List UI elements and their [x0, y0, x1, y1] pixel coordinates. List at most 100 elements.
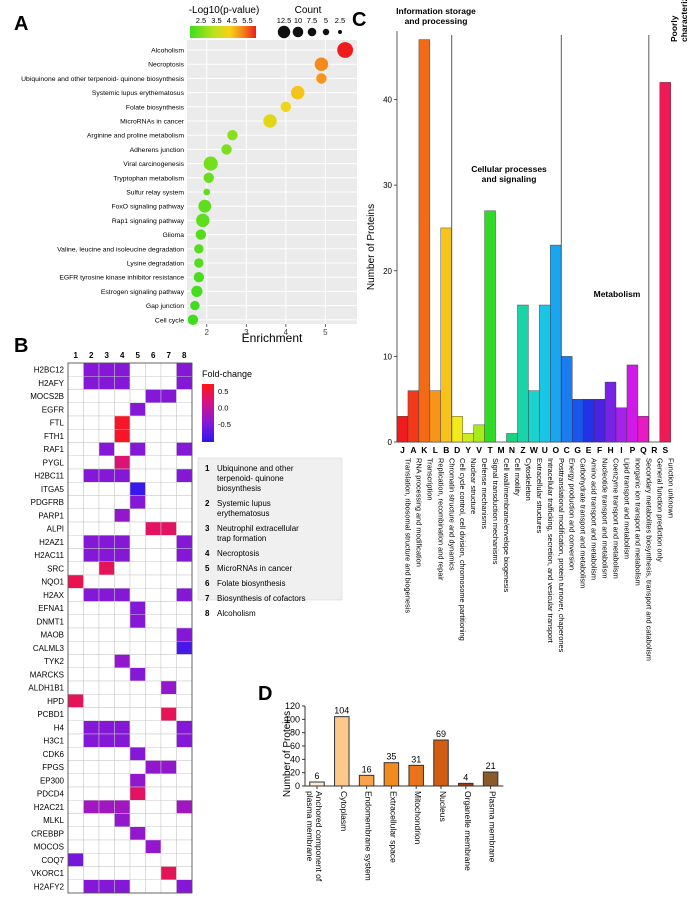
panel-b-cell — [98, 588, 115, 602]
panel-b-cell — [67, 601, 84, 615]
panel-b-cell — [67, 442, 84, 456]
panel-b-gene-label: PARP1 — [38, 511, 64, 520]
panel-b-cell — [98, 402, 115, 417]
panel-b-colorbar-title: Fold-change — [202, 369, 252, 379]
panel-c-category-code: L — [433, 445, 438, 455]
panel-b-cell — [129, 535, 146, 549]
panel-b-cell — [83, 561, 100, 576]
panel-b-cell — [114, 813, 131, 827]
panel-b-gene-label: ALDH1B1 — [28, 684, 64, 693]
panel-d-localization-bar-chart: 0 20 40 60 80 100 120 6 104 16 35 31 69 4 21 Anchored… — [282, 701, 504, 882]
panel-b-cell — [83, 574, 100, 589]
panel-b-gene-label: H2BC12 — [34, 366, 65, 375]
panel-a-point — [196, 213, 210, 228]
panel-a-color-legend-bar — [190, 26, 256, 38]
panel-b-cell — [176, 627, 193, 642]
panel-c-group-label-line2: characterized — [679, 0, 689, 42]
panel-c-bar — [517, 304, 529, 443]
panel-b-cell — [160, 535, 177, 549]
panel-b-cell — [67, 482, 84, 496]
panel-b-pathway-name: Alcoholism — [217, 609, 256, 618]
panel-b-cell — [145, 813, 162, 827]
panel-d-y-tick-label: 80 — [290, 728, 300, 738]
panel-b-cell — [176, 601, 193, 615]
panel-b-cell — [114, 389, 131, 403]
panel-b-pathway-number: 1 — [205, 464, 210, 473]
panel-b-cell — [176, 747, 193, 761]
panel-b-cell — [114, 641, 131, 655]
panel-c-group-label-line1: Cellular processes — [471, 164, 547, 174]
panel-b-cell — [129, 866, 146, 880]
panel-b-cell — [67, 707, 84, 721]
panel-b-cell — [98, 482, 115, 496]
panel-c-bar — [593, 398, 606, 443]
panel-b-cell — [83, 680, 100, 695]
panel-c-category-name: Energy production and conversion — [568, 458, 577, 570]
panel-b-cell — [98, 839, 115, 854]
panel-d-bar — [358, 774, 375, 787]
panel-b-cell — [160, 508, 177, 523]
panel-c-category-name: Carbohydrate transport and metabolism — [579, 458, 588, 588]
panel-b-cell — [67, 614, 84, 629]
panel-c-y-tick-label: 30 — [383, 181, 392, 190]
panel-d-bar — [383, 762, 400, 787]
panel-b-cell — [129, 733, 146, 748]
panel-b-cell — [114, 694, 131, 708]
panel-b-cell — [176, 521, 193, 536]
panel-b-cell — [176, 508, 193, 523]
panel-b-cell — [67, 402, 84, 417]
panel-b-cell — [176, 694, 193, 708]
panel-b-gene-label: COQ7 — [41, 856, 64, 865]
panel-b-cell — [114, 707, 131, 721]
panel-c-group-label-line2: and signaling — [482, 174, 537, 184]
panel-c-bar — [484, 210, 496, 443]
panel-a-term-label: Adherens junction — [130, 147, 185, 154]
panel-b-cell — [176, 773, 193, 788]
panel-b-gene-label: DNMT1 — [36, 617, 64, 626]
panel-b-cell — [160, 667, 177, 682]
panel-d-data-label: 35 — [386, 752, 396, 762]
panel-b-cell — [67, 747, 84, 761]
panel-b-cell — [98, 733, 115, 748]
panel-b-cell — [98, 667, 115, 682]
panel-b-cell — [67, 508, 84, 523]
panel-b-cell — [114, 853, 131, 867]
panel-a-term-label: Estrogen signaling pathway — [101, 289, 185, 296]
panel-b-cell — [160, 720, 177, 735]
panel-b-cell — [83, 826, 100, 841]
panel-b-gene-label: MARCKS — [30, 670, 64, 679]
panel-b-cell — [98, 680, 115, 695]
panel-b-cell — [145, 733, 162, 748]
panel-b-cell — [83, 429, 100, 443]
panel-a-size-legend-tick: 2.5 — [335, 16, 345, 25]
panel-b-gene-label: H2AFY — [38, 379, 64, 388]
panel-c-category-name: Posttranslational modification, protein … — [557, 458, 566, 653]
panel-c-category-name: Defense mechanisms — [480, 458, 489, 529]
panel-a-term-label: Sulfur relay system — [126, 190, 184, 197]
panel-b-cell — [98, 747, 115, 761]
panel-b-cell — [67, 667, 84, 682]
panel-b-cell — [129, 853, 146, 867]
panel-a-term-label: Viral carcinogenesis — [123, 161, 184, 168]
panel-d-category-name-line1: Organelle membrane — [463, 791, 473, 871]
panel-b-column-label: 2 — [89, 351, 94, 360]
panel-b-cell — [145, 879, 162, 894]
panel-b-pathway-legend-box — [197, 457, 343, 601]
panel-b-gene-label: CREBBP — [31, 829, 64, 838]
panel-a-term-label: EGFR tyrosine kinase inhibitor resistanc… — [59, 275, 184, 282]
panel-c-category-code: O — [552, 445, 559, 455]
panel-c-y-tick-label: 10 — [383, 352, 392, 361]
panel-c-bar — [473, 424, 485, 443]
panel-c-category-name: Secondary metabolites biosynthesis, tran… — [644, 458, 653, 661]
panel-c-category-name: Replication, recombination and repair — [436, 458, 445, 581]
panel-b-cell — [98, 786, 115, 801]
panel-c-category-code: K — [421, 445, 428, 455]
panel-d-y-tick-label: 100 — [285, 714, 300, 724]
panel-d-data-label: 31 — [411, 754, 421, 764]
panel-c-category-name: Intracellular trafficking, secretion, an… — [546, 458, 555, 643]
panel-c-group-label-line1: Poorly — [669, 15, 679, 42]
panel-b-cell — [145, 694, 162, 708]
panel-b-gene-label: VKORC1 — [31, 869, 64, 878]
panel-b-column-label: 5 — [136, 351, 141, 360]
panel-c-bar — [561, 356, 573, 443]
